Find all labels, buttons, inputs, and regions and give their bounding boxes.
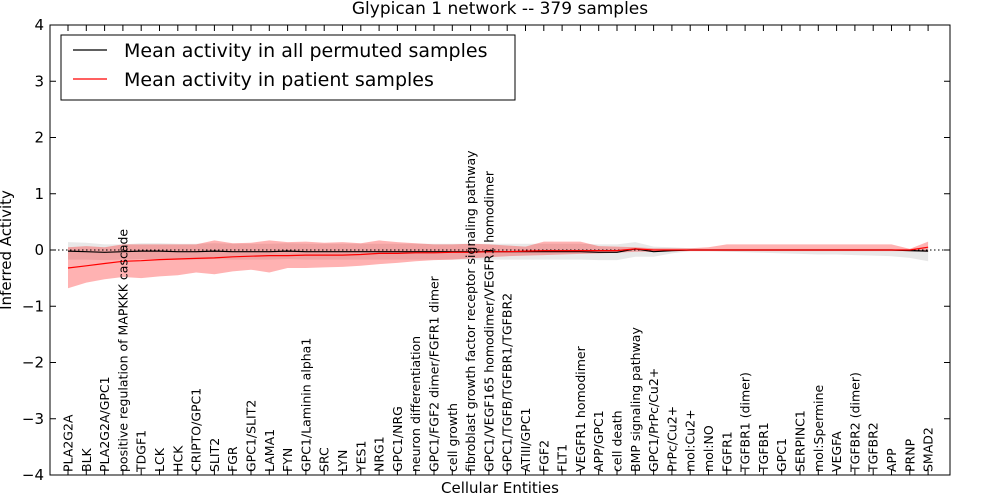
y-tick-label: 0 [34,241,44,259]
y-tick-label: −4 [22,466,44,484]
x-tick-label: TGFBR2 [866,422,881,473]
x-tick-label: GPC1/FGF2 dimer/FGFR1 dimer [427,275,442,472]
x-tick-label: GPC1/VEGF165 homodimer/VEGFR1 homodimer [481,170,496,472]
x-tick-label: ATIII/GPC1 [518,408,533,472]
x-tick-label: GPC1/TGFB/TGFBR1/TGFBR2 [500,293,515,472]
x-tick-label: GPC1/NRG [390,406,405,472]
x-tick-label: GPC1 [774,438,789,472]
y-tick-label: 4 [34,16,44,34]
x-tick-label: mol:NO [701,425,716,472]
x-tick-label: PLA2G2A/GPC1 [97,376,112,472]
legend-box [60,34,516,101]
x-tick-label: GPC1/PrPc/Cu2+ [646,368,661,472]
x-tick-label: PRNP [902,438,917,472]
x-tick-label: FLT1 [555,444,570,472]
x-tick-label: VEGFA [829,431,844,472]
x-tick-label: BLK [79,447,94,472]
x-tick-label: cell growth [445,403,460,472]
x-tick-label: YES1 [353,441,368,473]
x-tick-label: FGFR1 [719,431,734,472]
x-tick-label: APP [884,448,899,472]
y-tick-label: −1 [22,297,44,315]
x-tick-label: GPC1/SLIT2 [244,400,259,472]
y-tick-label: 2 [34,129,44,147]
x-tick-label: BMP signaling pathway [628,327,643,472]
y-axis-ticks: −4 −3 −2 −1 0 1 2 3 4 [22,16,950,484]
legend-label-permuted: Mean activity in all permuted samples [124,40,487,62]
x-tick-label: APP/GPC1 [591,410,606,472]
x-tick-label: CRIPTO/GPC1 [189,388,204,472]
x-tick-label: GPC1/Laminin alpha1 [298,338,313,472]
x-tick-label: PrPc/Cu2+ [664,406,679,472]
y-tick-label: 1 [34,185,44,203]
y-tick-label: −2 [22,354,44,372]
x-tick-label: SERPINC1 [793,410,808,472]
x-tick-label: TDGF1 [134,430,149,473]
x-tick-label: VEGFR1 homodimer [573,345,588,472]
y-tick-label: 3 [34,72,44,90]
x-tick-label: SLIT2 [207,438,222,472]
legend-label-patient: Mean activity in patient samples [124,69,434,91]
legend: Mean activity in all permuted samples Me… [60,34,516,101]
x-axis-label: Cellular Entities [441,479,559,497]
x-tick-label: positive regulation of MAPKKK cascade [115,229,130,472]
x-tick-label: FYN [280,448,295,472]
x-tick-label: SRC [317,447,332,472]
x-tick-label: neuron differentiation [408,336,423,472]
x-tick-label: cell death [610,410,625,472]
band-patient [68,240,929,289]
x-tick-label: LYN [335,450,350,472]
x-tick-label: FGR [225,446,240,472]
chart-title: Glypican 1 network -- 379 samples [352,0,648,19]
plot-area [50,240,950,289]
x-tick-label: mol:Spermine [811,384,826,472]
x-tick-label: PLA2G2A [61,414,76,472]
x-tick-label: NRG1 [372,436,387,472]
x-tick-label: FGF2 [536,440,551,472]
x-tick-label: TGFBR1 [756,422,771,473]
x-tick-label: LAMA1 [262,429,277,472]
x-tick-label: mol:Cu2+ [683,409,698,472]
x-tick-label: TGFBR1 (dimer) [738,372,753,473]
x-tick-label: TGFBR2 (dimer) [847,372,862,473]
y-tick-label: −3 [22,410,44,428]
x-tick-label: SMAD2 [921,427,936,472]
series-line-patient [67,246,929,269]
y-axis-label: Inferred Activity [0,190,15,310]
x-tick-label: LCK [152,447,167,472]
x-tick-label: fibroblast growth factor receptor signal… [463,150,478,472]
x-axis-ticks: PLA2G2A BLK PLA2G2A/GPC1 positive regulatio… [61,25,936,475]
x-tick-label: HCK [170,445,185,472]
